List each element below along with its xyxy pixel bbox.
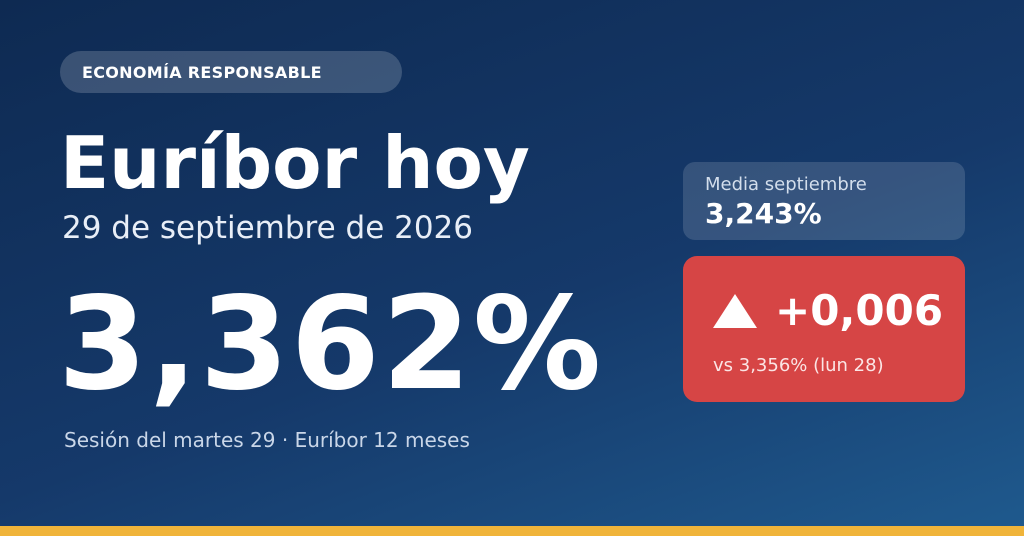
daily-change-row: +0,006 bbox=[713, 286, 943, 336]
rate-date: 29 de septiembre de 2026 bbox=[62, 210, 474, 246]
section-badge: ECONOMÍA RESPONSABLE bbox=[60, 51, 402, 93]
monthly-average-label: Media septiembre bbox=[705, 174, 867, 195]
triangle-up-icon bbox=[713, 294, 757, 328]
euribor-rate-value: 3,362% bbox=[58, 270, 604, 419]
monthly-average-value: 3,243% bbox=[705, 197, 822, 230]
daily-change-value: +0,006 bbox=[775, 286, 944, 335]
previous-rate-comparison: vs 3,356% (lun 28) bbox=[713, 355, 884, 376]
page-title: Euríbor hoy bbox=[60, 121, 530, 205]
section-badge-label: ECONOMÍA RESPONSABLE bbox=[82, 62, 322, 82]
monthly-average-card: Media septiembre 3,243% bbox=[683, 162, 965, 240]
daily-change-card: +0,006 vs 3,356% (lun 28) bbox=[683, 256, 965, 402]
bottom-accent-bar bbox=[0, 526, 1024, 536]
session-note: Sesión del martes 29 · Euríbor 12 meses bbox=[64, 428, 470, 452]
